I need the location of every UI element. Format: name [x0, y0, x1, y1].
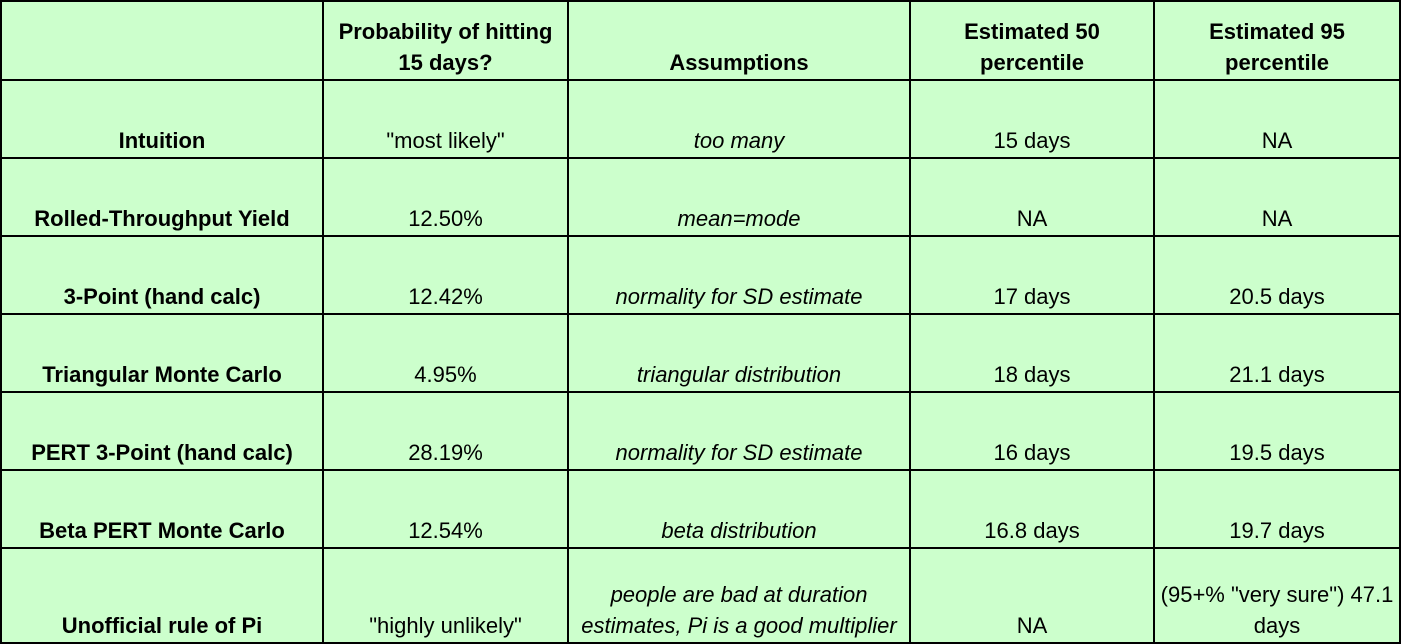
p95-cell: NA — [1153, 157, 1401, 237]
table-row: PERT 3-Point (hand calc) 28.19% normalit… — [0, 391, 1401, 471]
method-cell: Rolled-Throughput Yield — [0, 157, 324, 237]
p95-cell: 19.7 days — [1153, 469, 1401, 549]
assumptions-cell: beta distribution — [567, 469, 911, 549]
assumptions-cell: normality for SD estimate — [567, 235, 911, 315]
table-row: Intuition "most likely" too many 15 days… — [0, 79, 1401, 159]
assumptions-cell: triangular distribution — [567, 313, 911, 393]
assumptions-cell: normality for SD estimate — [567, 391, 911, 471]
p50-cell: 15 days — [909, 79, 1155, 159]
header-p95: Estimated 95 percentile — [1153, 0, 1401, 81]
method-cell: Triangular Monte Carlo — [0, 313, 324, 393]
table-row: Beta PERT Monte Carlo 12.54% beta distri… — [0, 469, 1401, 549]
p50-cell: NA — [909, 157, 1155, 237]
p95-cell: 20.5 days — [1153, 235, 1401, 315]
probability-cell: 12.50% — [322, 157, 569, 237]
table-row: Rolled-Throughput Yield 12.50% mean=mode… — [0, 157, 1401, 237]
assumptions-cell: mean=mode — [567, 157, 911, 237]
probability-cell: "most likely" — [322, 79, 569, 159]
p50-cell: 16 days — [909, 391, 1155, 471]
table-row: Triangular Monte Carlo 4.95% triangular … — [0, 313, 1401, 393]
header-row: Probability of hitting 15 days? Assumpti… — [0, 0, 1401, 81]
method-cell: Beta PERT Monte Carlo — [0, 469, 324, 549]
p95-cell: NA — [1153, 79, 1401, 159]
probability-cell: "highly unlikely" — [322, 547, 569, 644]
probability-cell: 12.42% — [322, 235, 569, 315]
p95-cell: (95+% "very sure") 47.1 days — [1153, 547, 1401, 644]
probability-cell: 12.54% — [322, 469, 569, 549]
p50-cell: 17 days — [909, 235, 1155, 315]
p50-cell: NA — [909, 547, 1155, 644]
p50-cell: 18 days — [909, 313, 1155, 393]
method-cell: PERT 3-Point (hand calc) — [0, 391, 324, 471]
p95-cell: 21.1 days — [1153, 313, 1401, 393]
p50-cell: 16.8 days — [909, 469, 1155, 549]
header-assumptions: Assumptions — [567, 0, 911, 81]
method-cell: Intuition — [0, 79, 324, 159]
table-row: 3-Point (hand calc) 12.42% normality for… — [0, 235, 1401, 315]
probability-cell: 4.95% — [322, 313, 569, 393]
header-probability: Probability of hitting 15 days? — [322, 0, 569, 81]
assumptions-cell: people are bad at duration estimates, Pi… — [567, 547, 911, 644]
header-corner-cell — [0, 0, 324, 81]
method-cell: Unofficial rule of Pi — [0, 547, 324, 644]
assumptions-cell: too many — [567, 79, 911, 159]
table-row: Unofficial rule of Pi "highly unlikely" … — [0, 547, 1401, 644]
method-cell: 3-Point (hand calc) — [0, 235, 324, 315]
probability-cell: 28.19% — [322, 391, 569, 471]
header-p50: Estimated 50 percentile — [909, 0, 1155, 81]
p95-cell: 19.5 days — [1153, 391, 1401, 471]
